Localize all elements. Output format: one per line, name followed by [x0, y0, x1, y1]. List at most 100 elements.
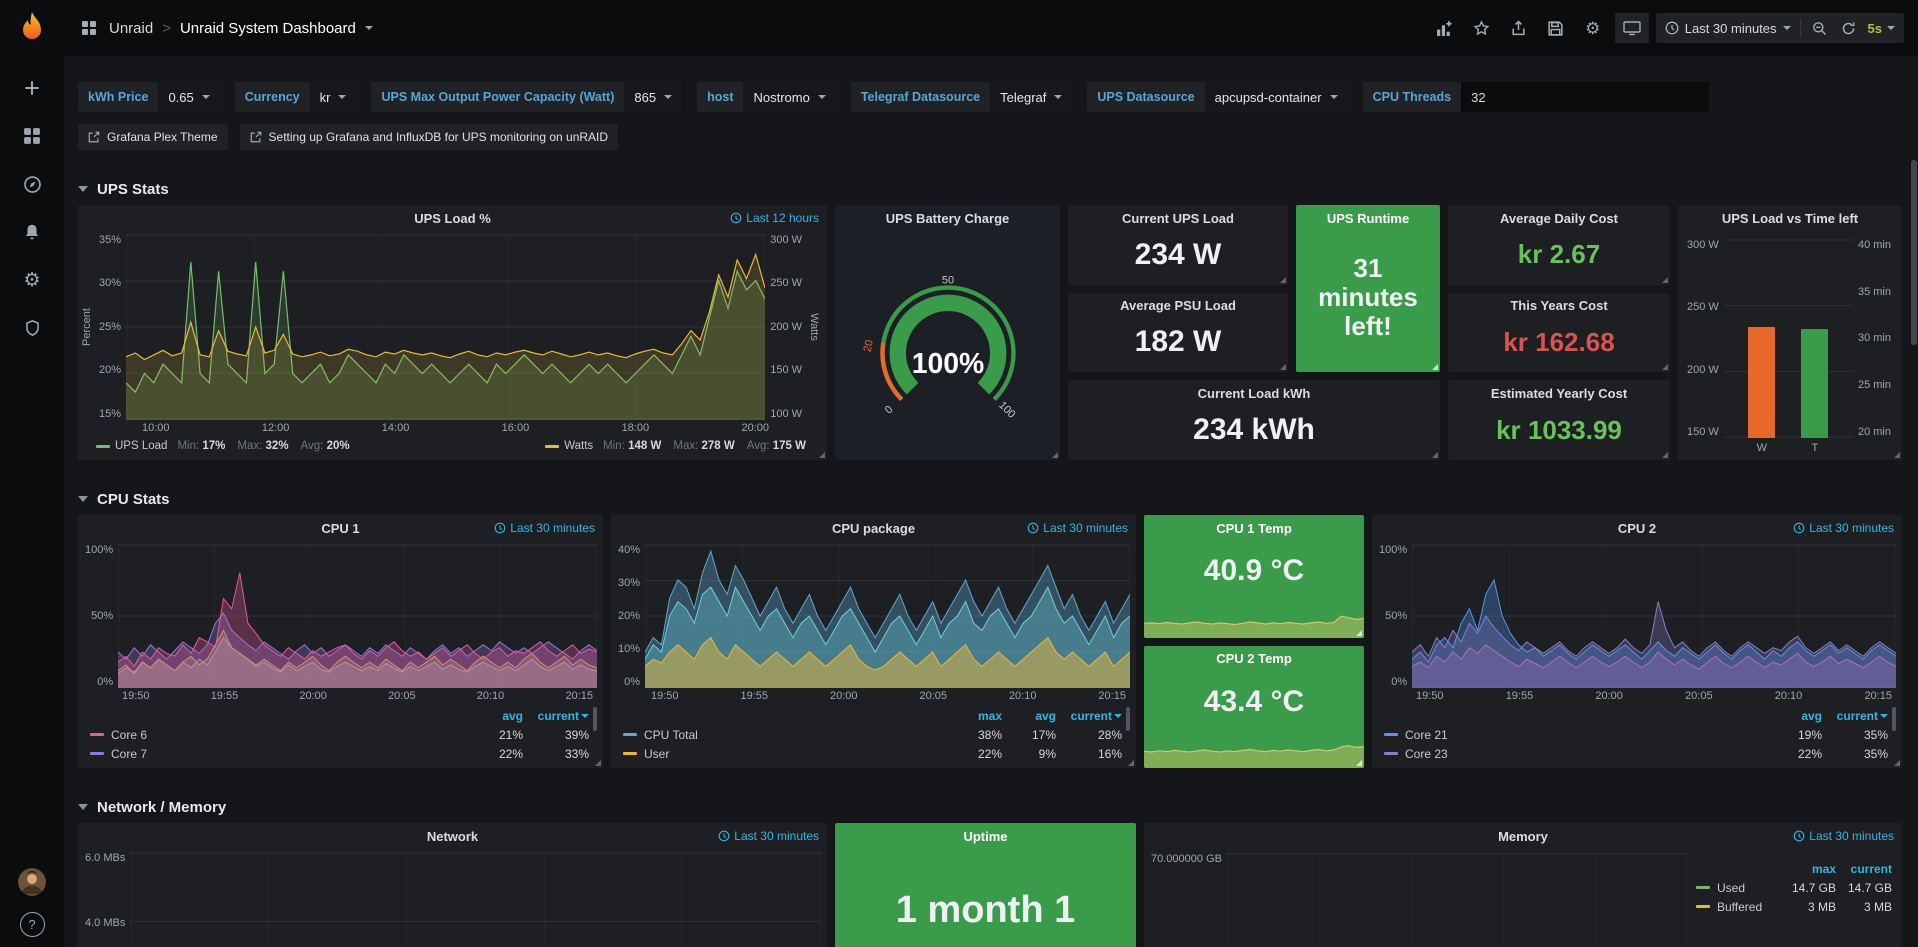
- zoom-out-icon[interactable]: [1810, 13, 1830, 43]
- bar: W: [1748, 239, 1776, 454]
- panel-time-override[interactable]: Last 30 minutes: [494, 515, 595, 541]
- panel-title[interactable]: UPS Runtime: [1326, 210, 1410, 226]
- legend-sort-current[interactable]: current: [1850, 861, 1892, 876]
- legend-sort-current[interactable]: current: [1056, 709, 1122, 723]
- panel-time-override[interactable]: Last 30 minutes: [1793, 515, 1894, 541]
- configuration-gear-icon[interactable]: ⚙: [23, 269, 41, 291]
- legend-sort-avg[interactable]: avg: [1035, 708, 1056, 723]
- save-icon[interactable]: [1541, 13, 1571, 43]
- legend-sort-current[interactable]: current: [523, 709, 589, 723]
- panel-title[interactable]: UPS Battery Charge: [885, 210, 1010, 226]
- variable-ups-max-output[interactable]: UPS Max Output Power Capacity (Watt) 865: [371, 82, 683, 112]
- panel-time-override[interactable]: Last 12 hours: [730, 205, 819, 231]
- page-scrollbar-thumb[interactable]: [1911, 160, 1917, 345]
- section-cpu-stats[interactable]: CPU Stats: [78, 486, 1902, 512]
- panel-title[interactable]: CPU package: [831, 520, 916, 536]
- dashboard-grid-icon[interactable]: [78, 17, 100, 39]
- panel-title[interactable]: Average Daily Cost: [1499, 210, 1618, 226]
- section-network-memory[interactable]: Network / Memory: [78, 794, 1902, 820]
- panel-title[interactable]: Memory: [1498, 828, 1548, 844]
- title-caret-icon[interactable]: [364, 26, 373, 30]
- server-admin-shield-icon[interactable]: [12, 310, 52, 346]
- legend-sort-avg[interactable]: avg: [502, 708, 523, 723]
- alerting-bell-icon[interactable]: [12, 214, 52, 250]
- legend-sort-max[interactable]: max: [977, 708, 1002, 723]
- panel-title[interactable]: Uptime: [963, 828, 1008, 844]
- variable-telegraf-datasource[interactable]: Telegraf Datasource Telegraf: [850, 82, 1073, 112]
- user-avatar[interactable]: [18, 868, 46, 896]
- memory-chart[interactable]: [1226, 853, 1688, 947]
- ups-load-chart[interactable]: [126, 234, 766, 420]
- panel-ups-load: UPS Load % Last 12 hours Percent 35% 30% 2…: [78, 205, 827, 460]
- explore-compass-icon[interactable]: [12, 166, 52, 202]
- variable-label: UPS Datasource: [1097, 90, 1195, 104]
- variable-ups-datasource[interactable]: UPS Datasource apcupsd-container: [1087, 82, 1348, 112]
- tick-label: 50%: [91, 610, 114, 622]
- share-icon[interactable]: [1504, 13, 1534, 43]
- panel-time-override[interactable]: Last 30 minutes: [718, 823, 819, 849]
- cpu2-chart[interactable]: [1412, 544, 1896, 688]
- variable-host[interactable]: host Nostromo: [697, 82, 836, 112]
- legend-series[interactable]: Core 7: [90, 747, 465, 761]
- variable-currency[interactable]: Currency kr: [234, 82, 357, 112]
- panel-title[interactable]: Average PSU Load: [1120, 298, 1236, 314]
- panel-time-override[interactable]: Last 30 minutes: [1027, 515, 1128, 541]
- legend-series[interactable]: Buffered: [1696, 900, 1780, 914]
- panel-title[interactable]: Estimated Yearly Cost: [1490, 385, 1628, 401]
- cpu-package-chart[interactable]: [645, 544, 1130, 688]
- legend-sort-current[interactable]: current: [1822, 709, 1888, 723]
- section-ups-stats[interactable]: UPS Stats: [78, 176, 1902, 202]
- gauge-min-label: 0: [882, 404, 895, 417]
- refresh-icon[interactable]: [1839, 13, 1859, 43]
- chevron-down-icon: [78, 804, 88, 810]
- kiosk-mode-button[interactable]: [1614, 13, 1649, 43]
- dashboard-settings-gear-icon[interactable]: ⚙: [1585, 18, 1601, 38]
- panel-title[interactable]: This Years Cost: [1510, 298, 1608, 314]
- time-range-picker[interactable]: Last 30 minutes: [1665, 21, 1791, 36]
- variable-kwh-price[interactable]: kWh Price 0.65: [78, 82, 220, 112]
- legend-scrollbar[interactable]: [1126, 707, 1130, 731]
- legend-entry[interactable]: UPS Load Min: 17% Max: 32% Avg: 20%: [96, 440, 357, 452]
- legend-series[interactable]: Core 21: [1384, 728, 1764, 742]
- grafana-logo[interactable]: [12, 10, 52, 50]
- legend-series[interactable]: Used: [1696, 881, 1780, 895]
- add-panel-icon[interactable]: [1430, 13, 1460, 43]
- legend-sort-avg[interactable]: avg: [1801, 708, 1822, 723]
- cpu-threads-input[interactable]: [1461, 82, 1710, 112]
- legend-entry[interactable]: Watts Min: 148 W Max: 278 W Avg: 175 W: [545, 440, 813, 452]
- link-ups-monitoring-guide[interactable]: Setting up Grafana and InfluxDB for UPS …: [239, 123, 619, 150]
- panel-title[interactable]: Network: [426, 828, 479, 844]
- dashboards-icon[interactable]: [12, 118, 52, 154]
- panel-title[interactable]: CPU 2 Temp: [1216, 651, 1292, 666]
- breadcrumb-folder[interactable]: Unraid: [109, 19, 154, 37]
- bar: T: [1801, 239, 1829, 454]
- legend-key: [623, 733, 637, 736]
- panel-time-override[interactable]: Last 30 minutes: [1793, 823, 1894, 849]
- y-ticks-left: 35% 30% 25% 20% 15%: [94, 234, 126, 420]
- legend-sort-max[interactable]: max: [1811, 861, 1836, 876]
- legend-series[interactable]: CPU Total: [623, 728, 948, 742]
- legend-series[interactable]: Core 6: [90, 728, 465, 742]
- legend-key: [1696, 905, 1710, 908]
- panel-title[interactable]: CPU 1 Temp: [1216, 520, 1292, 536]
- page-title[interactable]: Unraid System Dashboard: [179, 19, 356, 37]
- legend-scrollbar[interactable]: [1892, 707, 1896, 731]
- legend-series[interactable]: Core 23: [1384, 747, 1764, 761]
- cpu1-chart[interactable]: [118, 544, 597, 688]
- panel-title[interactable]: UPS Load vs Time left: [1721, 210, 1859, 226]
- panel-title[interactable]: CPU 1: [321, 520, 360, 536]
- legend-series[interactable]: User: [623, 747, 948, 761]
- panel-title[interactable]: Current Load kWh: [1197, 385, 1311, 401]
- panel-title[interactable]: UPS Load %: [414, 210, 491, 226]
- legend-scrollbar[interactable]: [593, 707, 597, 731]
- link-grafana-plex-theme[interactable]: Grafana Plex Theme: [78, 123, 228, 150]
- create-icon[interactable]: [12, 70, 52, 106]
- panel-title[interactable]: CPU 2: [1617, 520, 1657, 536]
- panel-title[interactable]: Current UPS Load: [1122, 210, 1234, 226]
- network-chart[interactable]: [130, 852, 821, 947]
- help-icon[interactable]: ?: [19, 912, 45, 937]
- refresh-interval-picker[interactable]: 5s: [1868, 21, 1895, 36]
- star-icon[interactable]: [1467, 13, 1497, 43]
